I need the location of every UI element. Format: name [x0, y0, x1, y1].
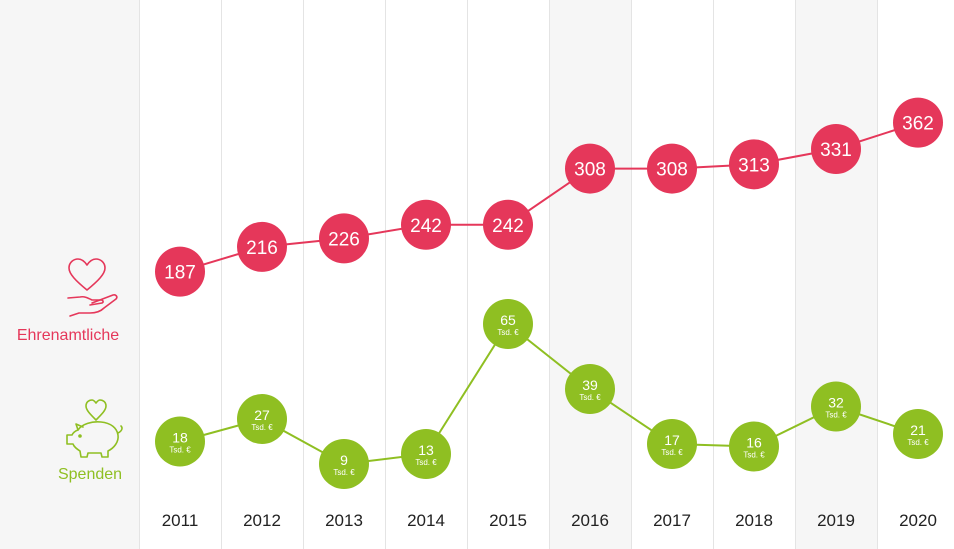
ehrenamtliche-value-2014: 242: [410, 216, 442, 237]
spenden-value-2020: 21: [910, 422, 926, 438]
spenden-unit-2020: Tsd. €: [907, 438, 929, 447]
spenden-value-2011: 18: [172, 430, 188, 446]
spenden-point-2013: [319, 439, 369, 489]
column-band-2012: [221, 0, 303, 549]
heart-hand-icon: [67, 258, 118, 317]
year-label-2011: 2011: [162, 511, 199, 530]
ehrenamtliche-value-2018: 313: [738, 155, 770, 176]
year-axis: 2011 2012 2013 2014 2015 2016 2017 2018 2019 2020: [162, 511, 937, 530]
spenden-point-2012: [237, 394, 287, 444]
ehrenamtliche-value-2017: 308: [656, 160, 688, 181]
spenden-unit-2017: Tsd. €: [661, 448, 683, 457]
spenden-unit-2019: Tsd. €: [825, 411, 847, 420]
spenden-point-2014: [401, 429, 451, 479]
spenden-unit-2016: Tsd. €: [579, 393, 601, 402]
spenden-unit-2012: Tsd. €: [251, 423, 273, 432]
ehrenamtliche-series: 187 216 226 242 242 308 308 313 331 362: [155, 97, 943, 297]
year-label-2012: 2012: [243, 511, 281, 530]
legend-ehrenamtliche: Ehrenamtliche: [17, 258, 119, 344]
spenden-value-2018: 16: [746, 435, 762, 451]
column-backgrounds: [139, 0, 954, 549]
ehrenamtliche-value-2016: 308: [574, 160, 606, 181]
spenden-point-2019: [811, 381, 861, 432]
year-label-2020: 2020: [899, 511, 937, 530]
ehrenamtliche-value-2012: 216: [246, 238, 278, 259]
column-band-2019: [795, 0, 877, 549]
year-label-2014: 2014: [407, 511, 445, 530]
spenden-point-2011: [155, 416, 205, 467]
legend-spenden: Spenden: [58, 399, 123, 483]
column-band-2015: [467, 0, 549, 549]
spenden-point-2020: [893, 409, 943, 459]
ehrenamtliche-value-2015: 242: [492, 216, 524, 237]
ehrenamtliche-point-2013: [319, 213, 369, 264]
spenden-unit-2018: Tsd. €: [743, 451, 765, 460]
piggy-bank-heart-icon: [66, 399, 123, 458]
spenden-line: [179, 322, 919, 466]
ehrenamtliche-point-2020: [893, 97, 943, 148]
spenden-unit-2011: Tsd. €: [169, 446, 191, 455]
spenden-value-2014: 13: [418, 442, 434, 458]
year-label-2017: 2017: [653, 511, 691, 530]
column-band-2016: [549, 0, 631, 549]
ehrenamtliche-value-2013: 226: [328, 229, 360, 250]
ehrenamtliche-point-2016: [565, 143, 615, 194]
year-label-2019: 2019: [817, 511, 855, 530]
spenden-value-2016: 39: [582, 377, 598, 393]
ehrenamtliche-point-2019: [811, 123, 861, 174]
legend-label-spenden: Spenden: [58, 466, 122, 483]
year-label-2018: 2018: [735, 511, 773, 530]
year-label-2013: 2013: [325, 511, 363, 530]
ehrenamtliche-point-2011: [155, 246, 205, 297]
ehrenamtliche-point-2018: [729, 139, 779, 190]
spenden-unit-2014: Tsd. €: [415, 458, 437, 467]
spenden-point-2016: [565, 364, 615, 414]
spenden-point-2015: [483, 299, 533, 349]
spenden-value-2017: 17: [664, 432, 680, 448]
spenden-value-2015: 65: [500, 312, 516, 328]
ehrenamtliche-value-2011: 187: [164, 263, 196, 284]
ehrenamtliche-value-2019: 331: [820, 140, 852, 161]
spenden-value-2012: 27: [254, 407, 270, 423]
spenden-value-2019: 32: [828, 395, 844, 411]
ehrenamtliche-line: [179, 121, 919, 273]
spenden-value-2013: 9: [340, 452, 348, 468]
spenden-unit-2015: Tsd. €: [497, 328, 519, 337]
ehrenamtliche-point-2014: [401, 199, 451, 250]
spenden-unit-2013: Tsd. €: [333, 468, 355, 477]
year-label-2016: 2016: [571, 511, 609, 530]
ehrenamtliche-value-2020: 362: [902, 114, 934, 135]
ehrenamtliche-point-2015: [483, 199, 533, 250]
ehrenamtliche-point-2012: [237, 221, 287, 272]
legend-label-ehrenamtliche: Ehrenamtliche: [17, 327, 119, 344]
ehrenamtliche-point-2017: [647, 143, 697, 194]
spenden-point-2018: [729, 421, 779, 472]
year-label-2015: 2015: [489, 511, 527, 530]
spenden-point-2017: [647, 419, 697, 469]
column-band-2020: [877, 0, 954, 549]
